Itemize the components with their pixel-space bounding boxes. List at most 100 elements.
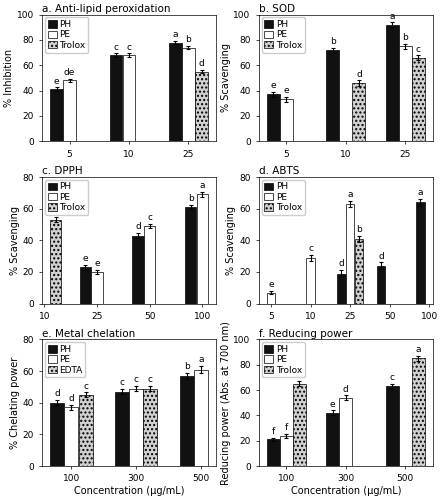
Bar xyxy=(115,392,129,466)
Bar xyxy=(195,72,208,141)
Bar xyxy=(91,272,103,304)
Text: c: c xyxy=(308,244,313,252)
Bar xyxy=(346,204,354,304)
Text: e: e xyxy=(268,280,274,289)
Bar xyxy=(267,440,280,466)
Text: b: b xyxy=(186,35,191,44)
Legend: PH, PE, Trolox: PH, PE, Trolox xyxy=(262,180,305,215)
Text: c: c xyxy=(390,373,395,382)
Bar xyxy=(50,90,63,141)
Text: b: b xyxy=(184,362,190,371)
Bar xyxy=(110,55,122,141)
Text: bc: bc xyxy=(50,206,61,216)
Bar xyxy=(79,395,93,466)
Bar xyxy=(352,83,365,141)
Legend: PH, PE, Trolox: PH, PE, Trolox xyxy=(262,18,305,52)
Text: d: d xyxy=(339,260,344,268)
Text: d: d xyxy=(356,70,362,79)
Y-axis label: % Scavenging: % Scavenging xyxy=(226,206,236,275)
Bar xyxy=(65,408,78,466)
Bar xyxy=(326,50,339,141)
Y-axis label: % Scavenging: % Scavenging xyxy=(10,206,19,275)
Text: f: f xyxy=(272,427,275,436)
Bar xyxy=(267,292,275,304)
Text: b: b xyxy=(402,33,408,42)
Bar xyxy=(377,266,385,304)
Text: a: a xyxy=(418,188,423,198)
Bar xyxy=(132,236,144,304)
Text: c: c xyxy=(119,378,124,388)
Y-axis label: % Inhibition: % Inhibition xyxy=(4,49,14,107)
Text: c: c xyxy=(114,42,118,51)
Text: c. DPPH: c. DPPH xyxy=(42,166,83,176)
Bar xyxy=(416,202,425,304)
Bar xyxy=(280,100,293,141)
Text: b: b xyxy=(297,370,302,380)
Text: b: b xyxy=(356,224,362,234)
Text: e. Metal chelation: e. Metal chelation xyxy=(42,328,136,338)
Text: e: e xyxy=(54,77,59,86)
Text: c: c xyxy=(416,44,421,54)
Text: f. Reducing power: f. Reducing power xyxy=(259,328,352,338)
Bar xyxy=(129,388,143,466)
X-axis label: Concentration (μg/mL): Concentration (μg/mL) xyxy=(290,486,401,496)
Bar xyxy=(144,226,155,304)
Bar xyxy=(197,194,208,304)
Text: a: a xyxy=(347,190,353,199)
Text: a: a xyxy=(173,30,178,39)
Bar xyxy=(326,413,339,466)
Text: a: a xyxy=(389,12,395,20)
Text: c: c xyxy=(126,42,132,51)
Legend: PH, PE, EDTA: PH, PE, EDTA xyxy=(45,342,85,378)
Legend: PH, PE, Trolox: PH, PE, Trolox xyxy=(45,18,88,52)
Bar xyxy=(386,25,399,141)
Text: f: f xyxy=(285,423,288,432)
Text: b: b xyxy=(188,194,194,203)
Text: e: e xyxy=(94,258,100,268)
Y-axis label: Reducing power (Abs. at 700 nm): Reducing power (Abs. at 700 nm) xyxy=(221,321,231,484)
Text: e: e xyxy=(330,400,335,409)
Text: e: e xyxy=(284,86,289,96)
Bar xyxy=(399,46,412,141)
Text: b: b xyxy=(330,37,335,46)
Bar xyxy=(306,258,315,304)
Legend: PH, PE, Trolox: PH, PE, Trolox xyxy=(45,180,88,215)
Text: d: d xyxy=(343,384,349,394)
Y-axis label: % Scavenging: % Scavenging xyxy=(221,44,231,112)
Bar xyxy=(63,80,76,141)
Text: a: a xyxy=(198,356,204,364)
Text: d: d xyxy=(69,394,74,403)
Bar xyxy=(182,48,195,141)
Text: c: c xyxy=(147,213,152,222)
Bar xyxy=(412,58,425,141)
Bar xyxy=(143,388,157,466)
Y-axis label: % Chelating power: % Chelating power xyxy=(10,356,19,449)
Text: e: e xyxy=(83,254,88,263)
Text: a: a xyxy=(199,181,205,190)
Bar xyxy=(169,42,182,141)
Bar xyxy=(280,436,293,466)
Bar xyxy=(386,386,399,466)
X-axis label: Concentration (μg/mL): Concentration (μg/mL) xyxy=(74,486,184,496)
Text: e: e xyxy=(271,82,276,90)
Bar xyxy=(339,398,352,466)
Text: d: d xyxy=(54,390,60,398)
Bar xyxy=(354,239,363,304)
Bar xyxy=(185,207,196,304)
Bar xyxy=(412,358,425,466)
Bar xyxy=(337,274,346,304)
Text: c: c xyxy=(83,382,88,390)
Text: b. SOD: b. SOD xyxy=(259,4,295,14)
Text: d. ABTS: d. ABTS xyxy=(259,166,299,176)
Text: a. Anti-lipid peroxidation: a. Anti-lipid peroxidation xyxy=(42,4,171,14)
Legend: PH, PE, Trolox: PH, PE, Trolox xyxy=(262,342,305,378)
Bar xyxy=(293,384,306,466)
Text: d: d xyxy=(135,222,141,232)
Text: d: d xyxy=(198,59,204,68)
Bar xyxy=(122,55,135,141)
Text: d: d xyxy=(378,252,384,260)
Text: c: c xyxy=(133,375,139,384)
Bar xyxy=(80,267,91,304)
Bar xyxy=(180,376,194,466)
Text: de: de xyxy=(64,68,75,77)
